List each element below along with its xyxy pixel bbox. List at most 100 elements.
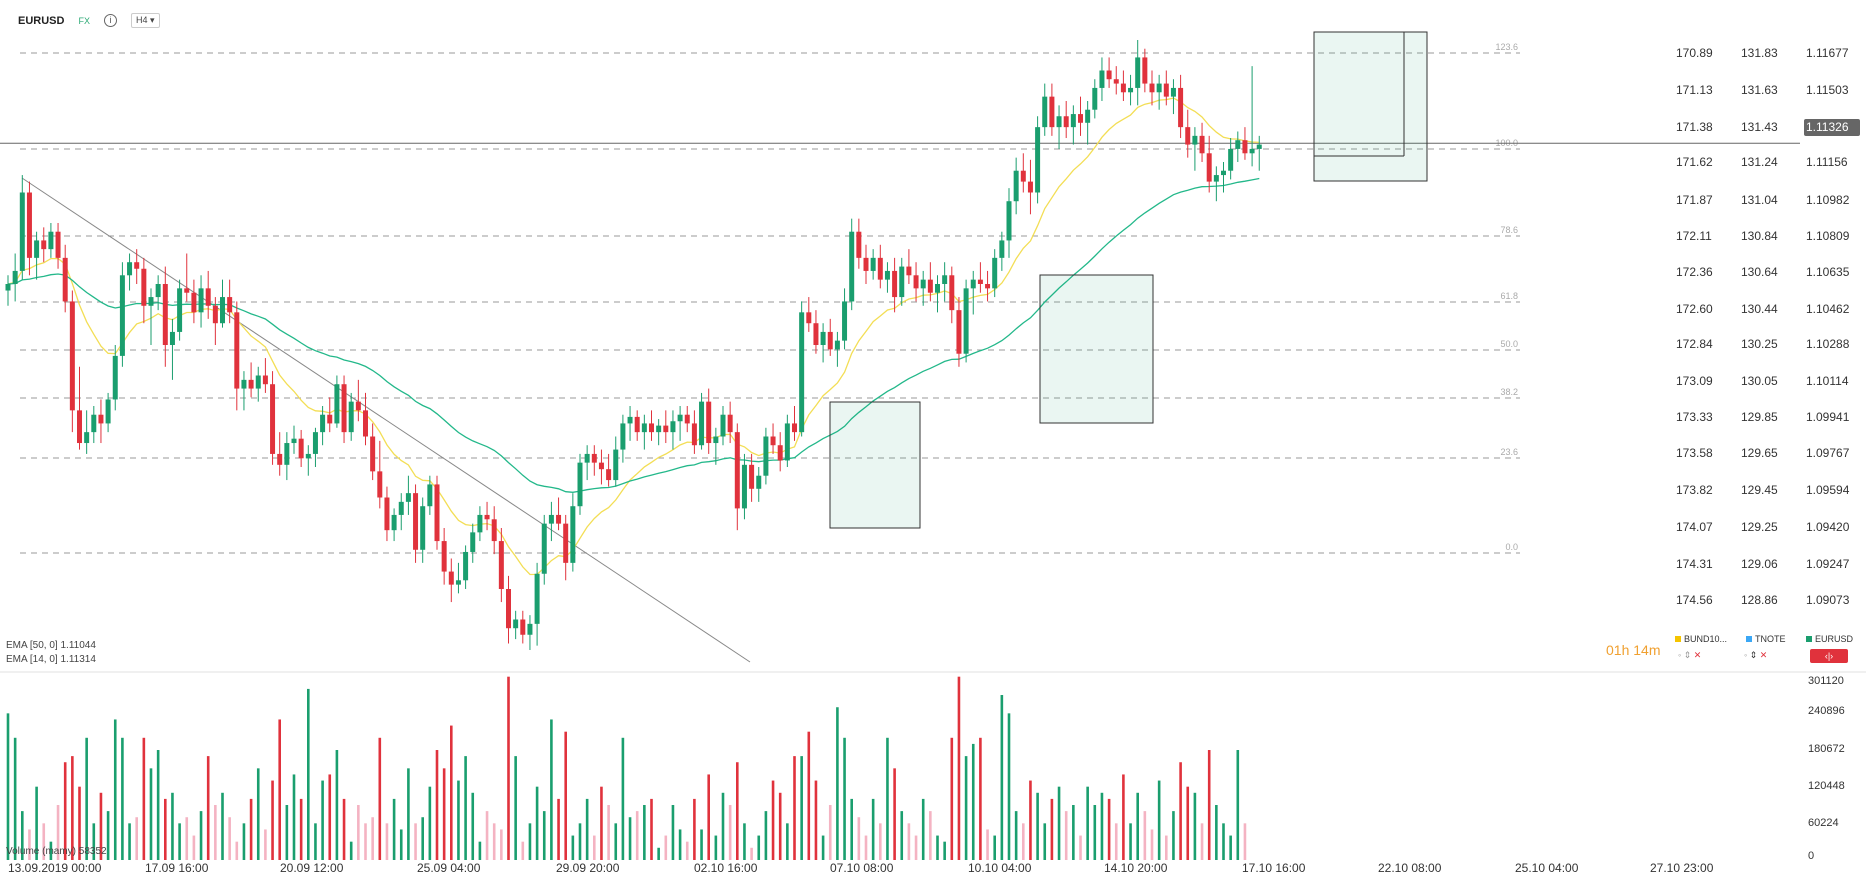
candle-body bbox=[792, 423, 797, 433]
candle-body bbox=[305, 453, 311, 459]
tnote-controls-icon[interactable]: ◦ ⇕ ✕ bbox=[1744, 650, 1768, 660]
axis-col2-tick: 129.85 bbox=[1741, 410, 1778, 424]
volume-bar bbox=[1050, 798, 1054, 860]
volume-bar bbox=[986, 829, 989, 860]
volume-bar bbox=[307, 688, 310, 860]
candle-body bbox=[363, 410, 368, 437]
eurusd-controls-icon[interactable]: ‹|› bbox=[1810, 649, 1848, 663]
candle-body bbox=[1042, 96, 1048, 128]
axis-col1-tick: 172.84 bbox=[1676, 337, 1713, 351]
volume-bar bbox=[49, 841, 53, 860]
candle-body bbox=[992, 257, 998, 289]
legend-tnote-label: TNOTE bbox=[1755, 634, 1786, 644]
time-axis-label: 10.10 04:00 bbox=[968, 861, 1032, 875]
volume-bar bbox=[1029, 780, 1032, 860]
time-axis-label: 22.10 08:00 bbox=[1378, 861, 1442, 875]
candle-body bbox=[1120, 83, 1126, 93]
volume-bar bbox=[936, 835, 939, 860]
volume-bar bbox=[1186, 786, 1190, 860]
candle-body bbox=[470, 532, 476, 552]
info-icon[interactable]: i bbox=[103, 14, 117, 27]
volume-bar bbox=[1122, 774, 1125, 860]
time-axis-label: 20.09 12:00 bbox=[280, 861, 344, 875]
candle-body bbox=[355, 401, 361, 411]
candle-body bbox=[1013, 170, 1019, 202]
candle-body bbox=[141, 268, 147, 306]
volume-bar bbox=[957, 676, 961, 860]
candle-body bbox=[1078, 114, 1083, 123]
volume-bar bbox=[807, 731, 811, 860]
volume-bar bbox=[1215, 805, 1218, 860]
volume-bar bbox=[635, 811, 639, 860]
axis-col3-tick: 1.09767 bbox=[1806, 446, 1850, 460]
volume-bar bbox=[607, 805, 610, 860]
volume-bar bbox=[113, 719, 117, 860]
timeframe-selector[interactable]: H4 ▾ bbox=[130, 13, 160, 28]
volume-bar bbox=[1229, 835, 1232, 860]
volume-bar bbox=[71, 756, 74, 860]
candle-body bbox=[949, 275, 955, 311]
volume-bar bbox=[814, 780, 818, 860]
candle-body bbox=[298, 438, 304, 459]
ema50-label[interactable]: EMA [50, 0] 1.11044 bbox=[6, 640, 96, 651]
candle-body bbox=[863, 257, 869, 271]
market-label: FX bbox=[78, 15, 90, 26]
volume-bar bbox=[349, 841, 353, 860]
volume-bar bbox=[192, 835, 196, 860]
fib-label: 50.0 bbox=[1500, 339, 1518, 349]
bund-controls-icon[interactable]: ◦ ⇕ ✕ bbox=[1678, 650, 1702, 660]
candle-body bbox=[448, 571, 454, 585]
candle-body bbox=[98, 414, 104, 424]
candle-body bbox=[1185, 127, 1191, 145]
volume-bars bbox=[6, 676, 1247, 860]
volume-bar bbox=[843, 737, 846, 860]
legend-tnote[interactable]: TNOTE bbox=[1746, 634, 1786, 644]
candle-body bbox=[777, 445, 783, 461]
candle-body bbox=[134, 262, 140, 269]
axis-col2-tick: 131.83 bbox=[1741, 46, 1778, 60]
volume-bar bbox=[106, 811, 110, 860]
highlight-boxes bbox=[829, 31, 1428, 529]
candle-body bbox=[127, 262, 133, 276]
candle-body bbox=[763, 436, 769, 476]
candle-body bbox=[598, 462, 604, 470]
candle-body bbox=[241, 379, 247, 389]
candle-body bbox=[713, 436, 719, 444]
volume-bar bbox=[42, 823, 46, 860]
ema14-label[interactable]: EMA [14, 0] 1.11314 bbox=[6, 654, 96, 665]
legend-eurusd[interactable]: EURUSD bbox=[1806, 634, 1853, 644]
volume-bar bbox=[78, 786, 81, 860]
candle-body bbox=[1099, 70, 1105, 88]
candle-body bbox=[1192, 135, 1198, 145]
candle-body bbox=[827, 331, 833, 350]
candle-body bbox=[727, 414, 733, 433]
volume-bar bbox=[321, 780, 324, 860]
volume-bar bbox=[621, 737, 625, 860]
candle-body bbox=[548, 514, 554, 524]
candle-body bbox=[556, 514, 562, 524]
trend-line bbox=[21, 177, 751, 663]
candle-body bbox=[1149, 83, 1155, 93]
volume-bar bbox=[1200, 823, 1204, 860]
candle-body bbox=[784, 423, 790, 461]
axis-col3-tick: 1.09247 bbox=[1806, 557, 1850, 571]
candle-body bbox=[262, 375, 268, 385]
symbol-label[interactable]: EURUSD bbox=[18, 14, 65, 27]
candle-body bbox=[799, 312, 805, 433]
volume-bar bbox=[35, 786, 38, 860]
volume-bar bbox=[614, 823, 618, 860]
candle-body bbox=[463, 551, 469, 581]
candle-body bbox=[1020, 170, 1026, 182]
current-price-tag bbox=[1804, 119, 1860, 136]
candle-body bbox=[1135, 57, 1141, 88]
volume-bar bbox=[1157, 780, 1161, 860]
legend-bund[interactable]: BUND10... bbox=[1675, 634, 1727, 644]
volume-bar bbox=[471, 792, 475, 860]
axis-col3-tick: 1.10288 bbox=[1806, 337, 1850, 351]
fib-label: 0.0 bbox=[1505, 542, 1518, 552]
volume-bar bbox=[1193, 792, 1197, 860]
volume-axis-tick: 301120 bbox=[1808, 675, 1844, 687]
volume-label[interactable]: Volume (mamy) 58352 bbox=[6, 846, 107, 857]
candle-body bbox=[506, 589, 511, 629]
